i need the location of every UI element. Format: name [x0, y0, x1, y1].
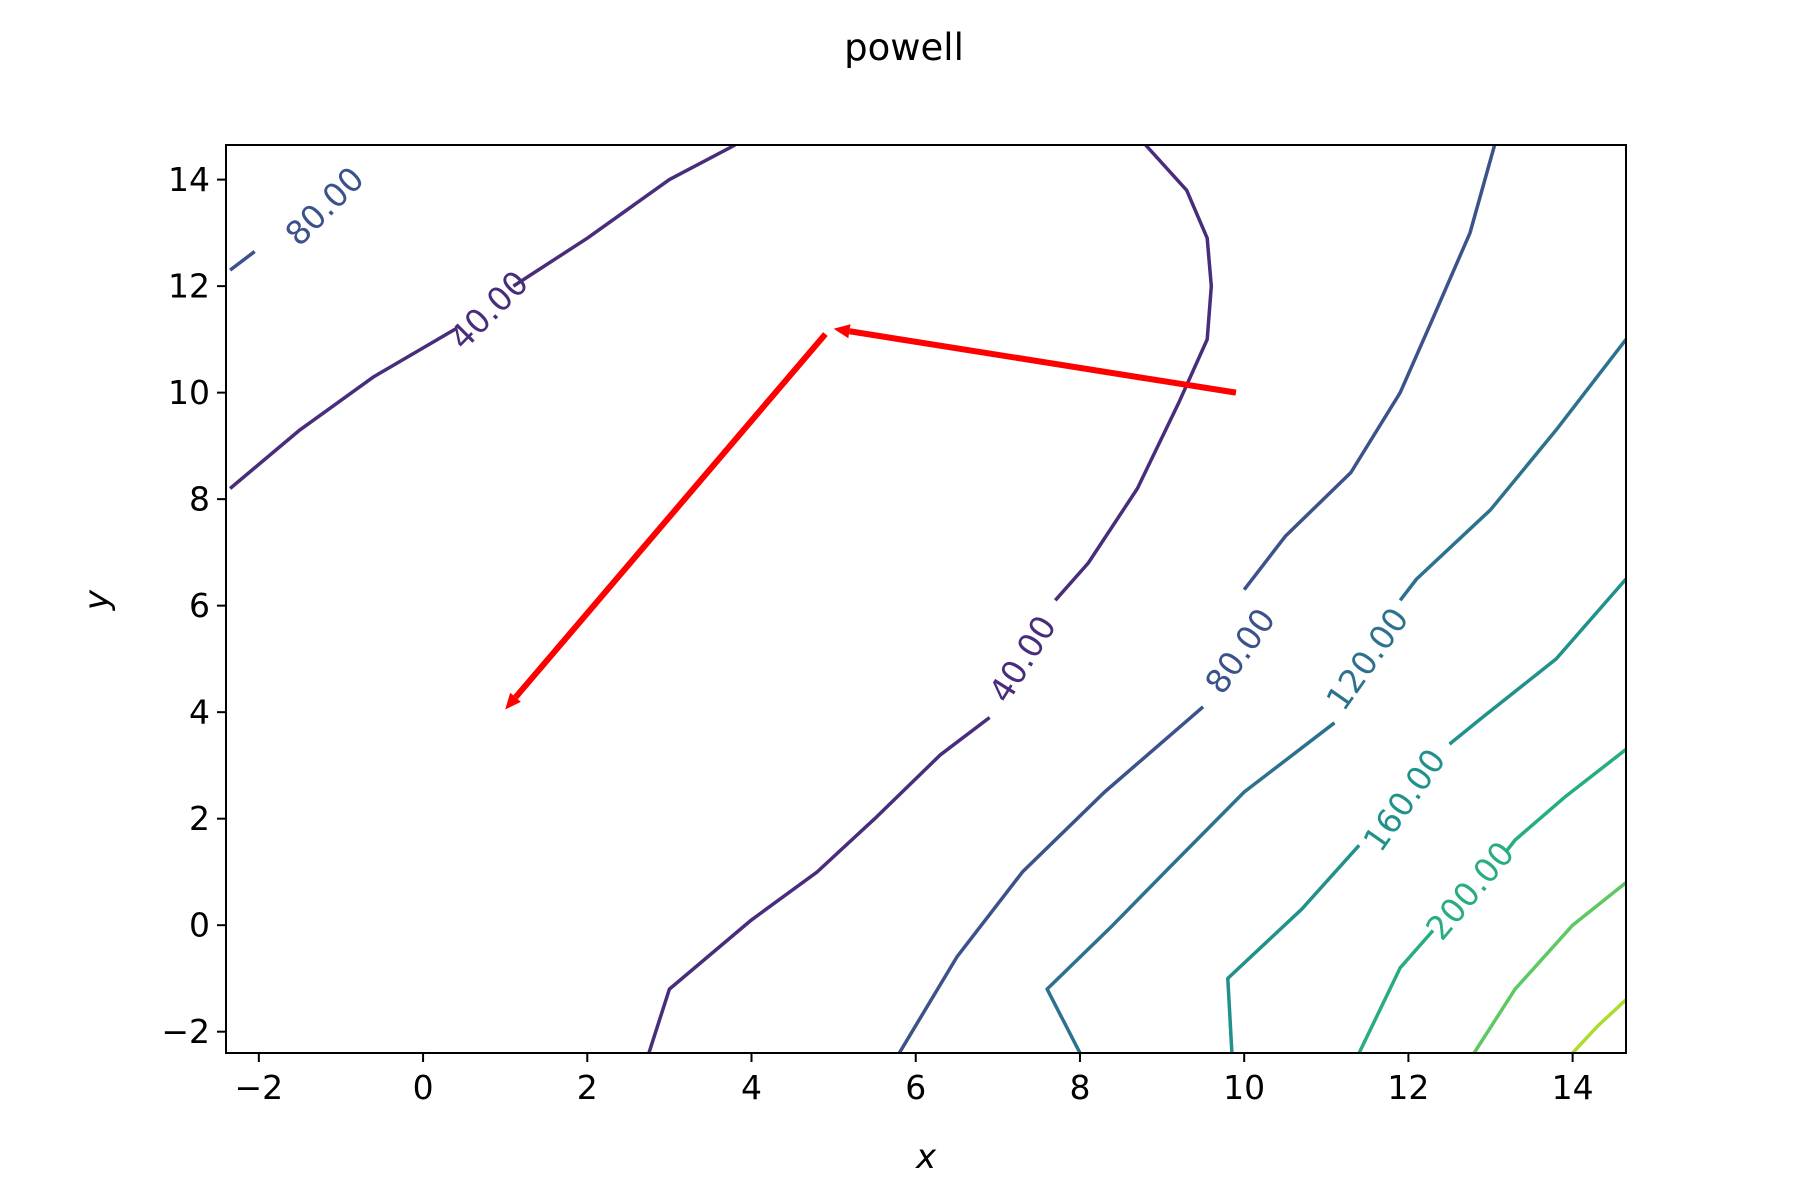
- chart-title: powell: [844, 26, 964, 69]
- y-tick-label: 12: [168, 267, 210, 306]
- y-tick-label: 14: [168, 160, 210, 199]
- contour-line-200-00-seg-1: [1357, 929, 1435, 1053]
- x-tick-label: 10: [1223, 1068, 1265, 1107]
- contour-line-40-00-seg-1: [512, 145, 736, 288]
- contour-line-160-00-seg-1: [1226, 844, 1361, 1053]
- path-arrow-head-0: [833, 324, 851, 339]
- y-tick-label: 2: [189, 799, 210, 838]
- y-tick-label: −2: [161, 1012, 210, 1051]
- x-tick-label: 0: [413, 1068, 434, 1107]
- contour-lines: [228, 145, 1626, 1053]
- contour-line-160-00-seg-0: [1448, 577, 1626, 746]
- y-tick-label: 0: [189, 906, 210, 945]
- contour-line-80-00-seg-2: [897, 705, 1205, 1053]
- contour-line-120-00-seg-0: [1398, 338, 1626, 602]
- contour-line-120-00-seg-1: [1045, 721, 1336, 1053]
- path-arrow-head-1: [505, 692, 521, 710]
- y-tick-label: 8: [189, 480, 210, 519]
- x-tick-label: 4: [741, 1068, 762, 1107]
- x-tick-label: −2: [235, 1068, 284, 1107]
- y-axis-label: y: [77, 589, 117, 611]
- x-axis-label: x: [915, 1137, 937, 1177]
- contour-line-80-00-seg-1: [1242, 145, 1497, 591]
- contour-line-40-00-seg-2: [1053, 145, 1214, 602]
- y-tick-label: 10: [168, 373, 210, 412]
- y-tick-label: 4: [189, 693, 210, 732]
- path-arrow-shaft-0: [848, 328, 1237, 396]
- path-arrow-shaft-1: [513, 332, 828, 700]
- y-tick-label: 6: [189, 586, 210, 625]
- x-tick-label: 12: [1387, 1068, 1429, 1107]
- y-axis-ticks: −2 0 2 4 6 8 10 12 14: [161, 160, 226, 1051]
- x-tick-label: 6: [905, 1068, 926, 1107]
- contour-line-40-00-seg-3: [647, 716, 991, 1053]
- contour-line-80-00-seg-0: [229, 250, 256, 272]
- x-axis-ticks: −2 0 2 4 6 8 10 12 14: [235, 1053, 1594, 1107]
- x-tick-label: 2: [577, 1068, 598, 1107]
- contour-line-level-5-seg-0: [1472, 881, 1626, 1053]
- optimization-path: [505, 324, 1237, 710]
- contour-line-200-00-seg-0: [1505, 748, 1626, 852]
- plot-frame: [225, 144, 1627, 1054]
- x-tick-label: 14: [1552, 1068, 1594, 1107]
- contour-line-level-6-seg-0: [1571, 998, 1626, 1053]
- x-tick-label: 8: [1069, 1068, 1090, 1107]
- contour-line-40-00-seg-0: [228, 327, 457, 490]
